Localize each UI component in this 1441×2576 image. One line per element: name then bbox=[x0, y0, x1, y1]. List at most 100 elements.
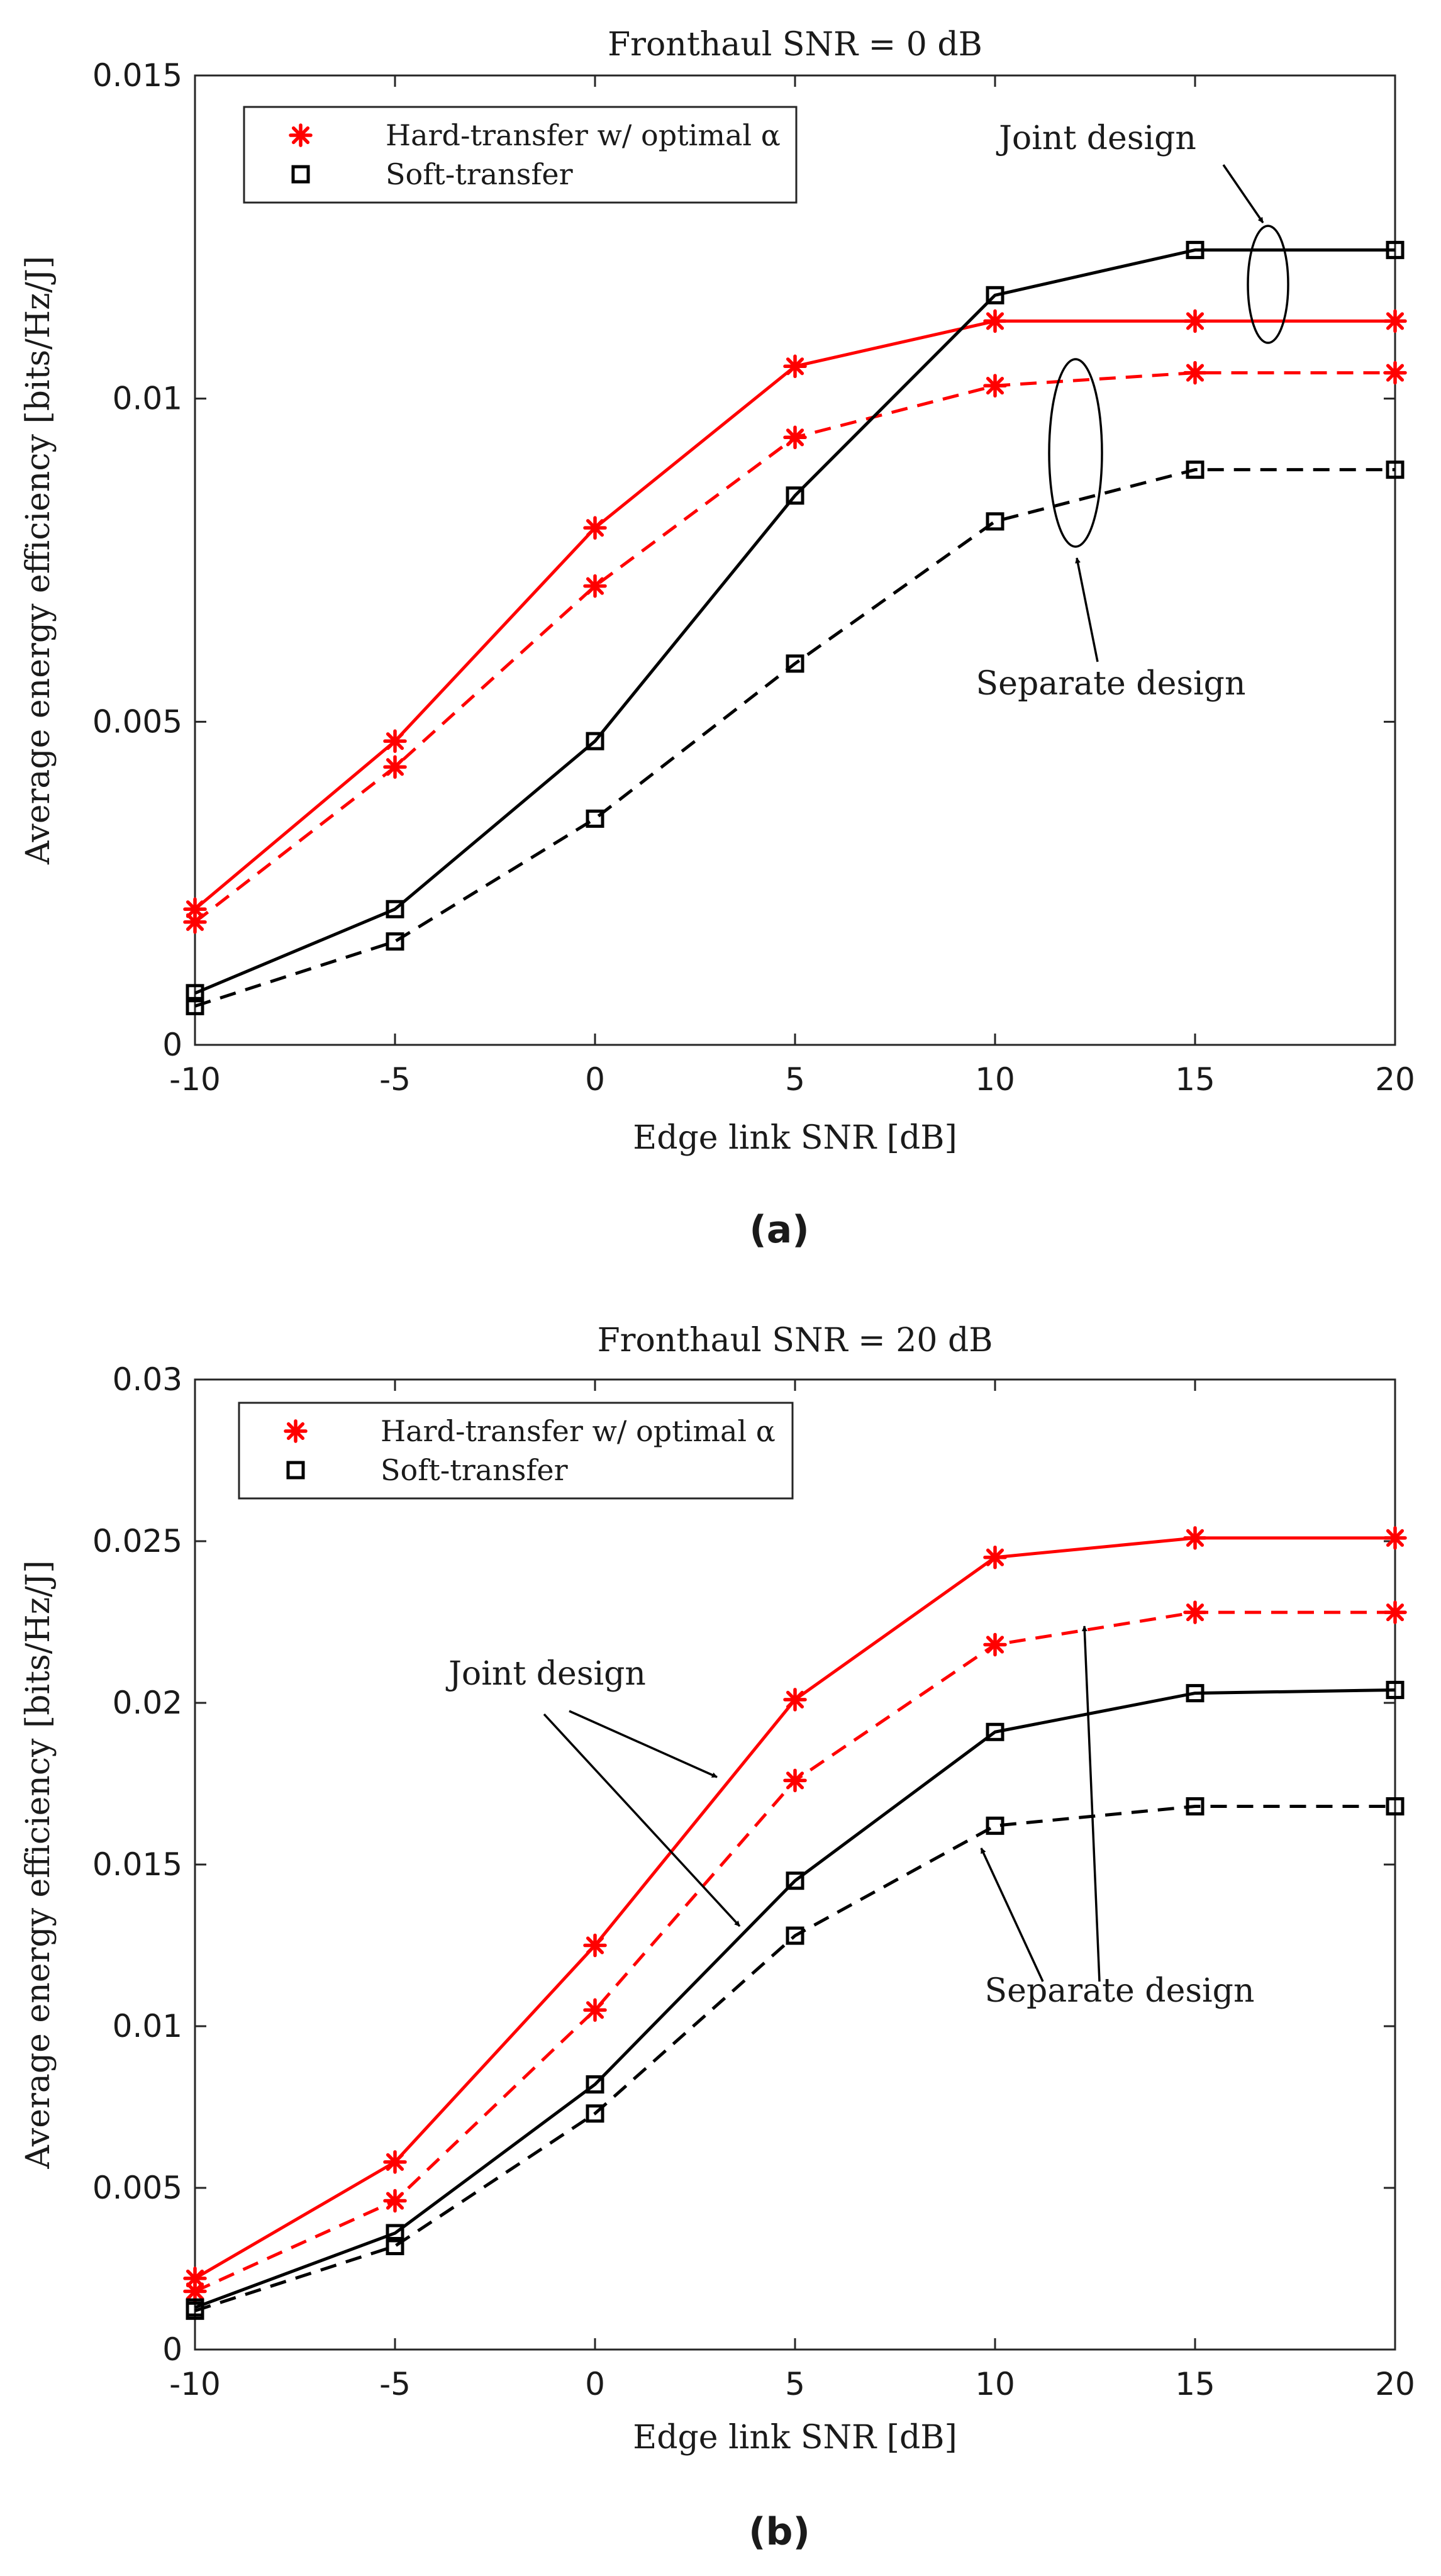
annotation-separate-design: Separate design bbox=[980, 1625, 1255, 2010]
data-point bbox=[386, 2237, 404, 2256]
data-point bbox=[183, 910, 207, 934]
annotation-label: Separate design bbox=[985, 1972, 1255, 2010]
data-point bbox=[1386, 240, 1405, 259]
data-point bbox=[1183, 1600, 1207, 1624]
x-tick-label: -10 bbox=[169, 1061, 221, 1098]
data-point bbox=[983, 1632, 1007, 1657]
x-tick-label: 5 bbox=[785, 2366, 805, 2402]
series-hard-transfer-separate bbox=[183, 360, 1407, 934]
x-tick-label: 0 bbox=[585, 2366, 605, 2402]
data-point bbox=[383, 729, 407, 753]
series-soft-transfer-joint bbox=[186, 240, 1405, 1003]
y-tick-label: 0.01 bbox=[113, 2008, 182, 2044]
x-tick-label: 0 bbox=[585, 1061, 605, 1098]
data-point bbox=[186, 984, 204, 1003]
series-soft-transfer-separate bbox=[186, 460, 1405, 1015]
data-point bbox=[586, 2075, 604, 2094]
data-point bbox=[986, 286, 1004, 304]
x-tick-label: 15 bbox=[1175, 2366, 1215, 2402]
x-tick-label: 5 bbox=[785, 1061, 805, 1098]
x-tick-label: 10 bbox=[975, 1061, 1015, 1098]
data-point bbox=[1186, 240, 1205, 259]
data-point bbox=[1183, 1526, 1207, 1550]
data-point bbox=[586, 2104, 604, 2123]
x-tick-label: 20 bbox=[1375, 1061, 1415, 1098]
data-point bbox=[983, 309, 1007, 333]
chart-title: Fronthaul SNR = 0 dB bbox=[608, 26, 982, 64]
data-point bbox=[1183, 309, 1207, 333]
data-point bbox=[783, 1768, 807, 1793]
y-tick-label: 0.025 bbox=[92, 1523, 182, 1559]
x-axis-label: Edge link SNR [dB] bbox=[633, 2419, 957, 2456]
x-axis-label: Edge link SNR [dB] bbox=[633, 1119, 957, 1157]
x-tick-label: 15 bbox=[1175, 1061, 1215, 1098]
annotation-label: Joint design bbox=[996, 120, 1196, 157]
chart-panel-a: -10 -5 0 5 10 15 20 0 0.005 0.01 0.015 Fronthaul SN… bbox=[19, 26, 1415, 1252]
y-tick-label: 0 bbox=[162, 1027, 182, 1063]
data-point bbox=[383, 755, 407, 779]
legend: Hard-transfer w/ optimal α Soft-transfer bbox=[243, 106, 798, 204]
data-point bbox=[983, 374, 1007, 398]
data-point bbox=[986, 1816, 1004, 1835]
data-point bbox=[986, 512, 1004, 531]
y-tick-label: 0.02 bbox=[113, 1685, 182, 1721]
legend-box bbox=[243, 106, 798, 204]
annotation-arrow bbox=[1081, 1625, 1101, 1982]
legend-marker-asterisk bbox=[289, 123, 313, 147]
data-point bbox=[786, 486, 804, 505]
chart-title: Fronthaul SNR = 20 dB bbox=[598, 1322, 993, 1359]
data-point bbox=[1183, 360, 1207, 385]
data-point bbox=[783, 425, 807, 450]
annotation-ellipse bbox=[1048, 358, 1103, 548]
data-point bbox=[983, 1545, 1007, 1570]
annotation-arrow bbox=[980, 1848, 1044, 1982]
series-hard-transfer-separate bbox=[183, 1600, 1407, 2304]
data-point bbox=[783, 354, 807, 379]
legend-box bbox=[238, 1402, 794, 1500]
annotation-arrow bbox=[1075, 557, 1099, 662]
x-tick-label: -10 bbox=[169, 2366, 221, 2402]
series-line bbox=[194, 248, 1395, 995]
data-point bbox=[783, 1688, 807, 1712]
legend-marker-square bbox=[286, 1461, 305, 1480]
data-point bbox=[183, 897, 207, 922]
data-point bbox=[586, 732, 604, 750]
data-point bbox=[586, 809, 604, 828]
legend-marker-square bbox=[291, 165, 310, 184]
data-point bbox=[786, 1926, 804, 1945]
data-point bbox=[383, 2188, 407, 2213]
annotation-ellipse bbox=[1247, 225, 1289, 344]
x-tick-label: -5 bbox=[379, 1061, 411, 1098]
x-tick-label: 10 bbox=[975, 2366, 1015, 2402]
y-tick-label: 0 bbox=[162, 2331, 182, 2368]
y-tick-label: 0.03 bbox=[113, 1361, 182, 1398]
data-point bbox=[1386, 1797, 1405, 1815]
series-line bbox=[194, 1688, 1396, 2309]
y-tick-label: 0.005 bbox=[92, 703, 182, 740]
series-hard-transfer-joint bbox=[183, 309, 1407, 922]
data-point bbox=[386, 2224, 404, 2243]
series-hard-transfer-joint bbox=[183, 1526, 1407, 2290]
data-point bbox=[986, 1722, 1004, 1741]
legend-label: Soft-transfer bbox=[381, 1453, 568, 1487]
chart-panel-b: -10 -5 0 5 10 15 20 0 0.005 0.01 0.015 0.02 0.025 0.0… bbox=[19, 1322, 1415, 2554]
x-tick-label: 20 bbox=[1375, 2366, 1415, 2402]
y-tick-label: 0.01 bbox=[113, 381, 182, 417]
annotation-joint-design: Joint design bbox=[996, 120, 1289, 344]
data-point bbox=[1386, 1680, 1405, 1699]
data-point bbox=[1186, 460, 1205, 479]
data-point bbox=[1186, 1684, 1205, 1703]
legend-label: Hard-transfer w/ optimal α bbox=[386, 118, 781, 152]
data-point bbox=[583, 1933, 607, 1958]
annotation-joint-design: Joint design bbox=[445, 1655, 741, 1927]
x-tick-label: -5 bbox=[379, 2366, 411, 2402]
annotation-separate-design: Separate design bbox=[976, 358, 1245, 703]
figure-caption: (a) bbox=[749, 1208, 809, 1252]
legend-label: Soft-transfer bbox=[386, 157, 573, 191]
data-point bbox=[1383, 360, 1407, 385]
data-point bbox=[786, 1871, 804, 1890]
data-point bbox=[183, 2279, 207, 2304]
series-soft-transfer-joint bbox=[186, 1680, 1405, 2317]
data-point bbox=[186, 996, 204, 1015]
